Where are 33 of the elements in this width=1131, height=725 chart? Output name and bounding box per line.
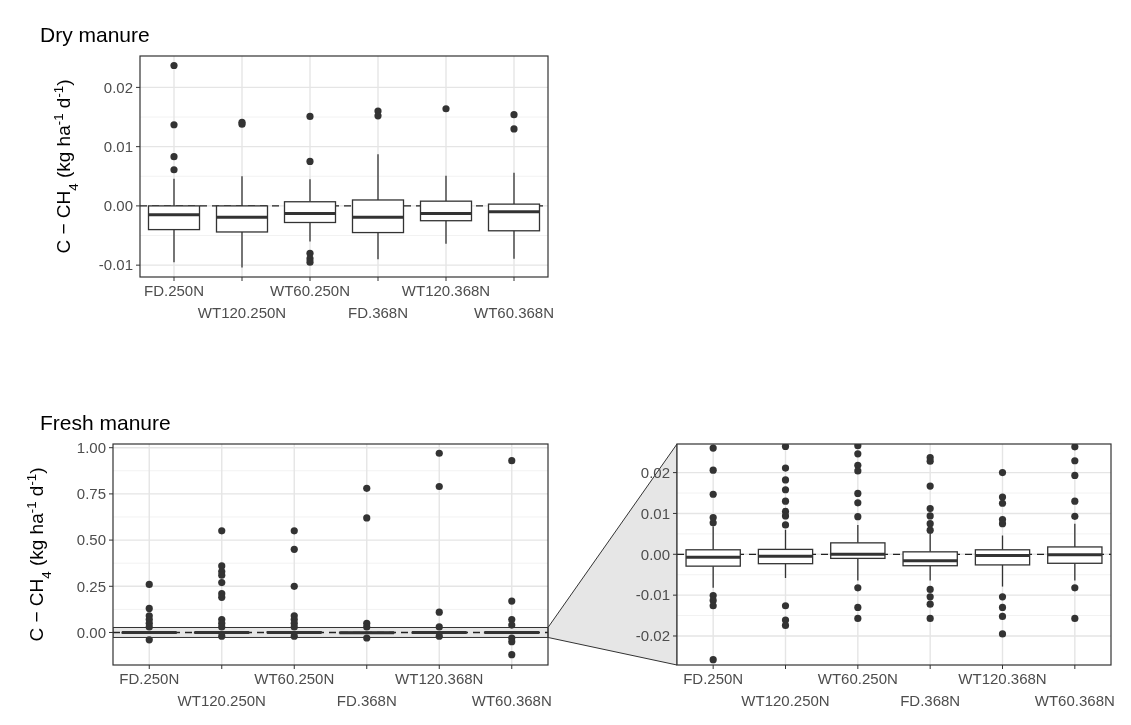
y-tick-label: -0.02 [635,627,670,645]
y-tick-label: -0.01 [635,586,670,604]
y-tick-label: 0.01 [103,137,133,155]
y-tick-label: 1.00 [76,438,106,456]
x-tick-label: WT60.368N [473,304,555,321]
y-tick-label: 0.25 [76,577,106,595]
y-tick-label: 0.01 [640,504,670,522]
x-tick-label: WT60.250N [254,670,335,687]
chart-title: Dry manure [40,23,150,46]
y-tick-label: 0.02 [103,78,133,96]
x-tick-label: FD.368N [900,692,961,709]
x-tick-label: WT120.368N [401,282,491,299]
x-tick-label: WT120.250N [741,692,830,709]
x-tick-label: WT60.368N [1034,692,1115,709]
x-tick-label: WT120.368N [958,670,1047,687]
chart-title: Fresh manure [40,411,171,434]
y-tick-label: 0.00 [76,623,106,641]
x-tick-label: WT120.250N [177,692,266,709]
y-tick-label: 0.00 [640,545,670,563]
y-tick-label: 0.00 [103,197,133,215]
x-tick-label: WT60.250N [269,282,351,299]
x-tick-label: FD.250N [143,282,205,299]
x-tick-label: WT60.250N [817,670,898,687]
x-tick-label: FD.368N [347,304,409,321]
y-tick-label: 0.50 [76,531,106,549]
x-tick-label: WT120.368N [395,670,484,687]
x-tick-label: FD.250N [683,670,744,687]
x-tick-label: WT120.250N [197,304,287,321]
x-tick-label: FD.250N [119,670,180,687]
y-tick-label: 0.75 [76,485,106,503]
x-tick-label: WT60.368N [471,692,552,709]
x-tick-label: FD.368N [336,692,397,709]
y-tick-label: -0.01 [98,256,133,274]
